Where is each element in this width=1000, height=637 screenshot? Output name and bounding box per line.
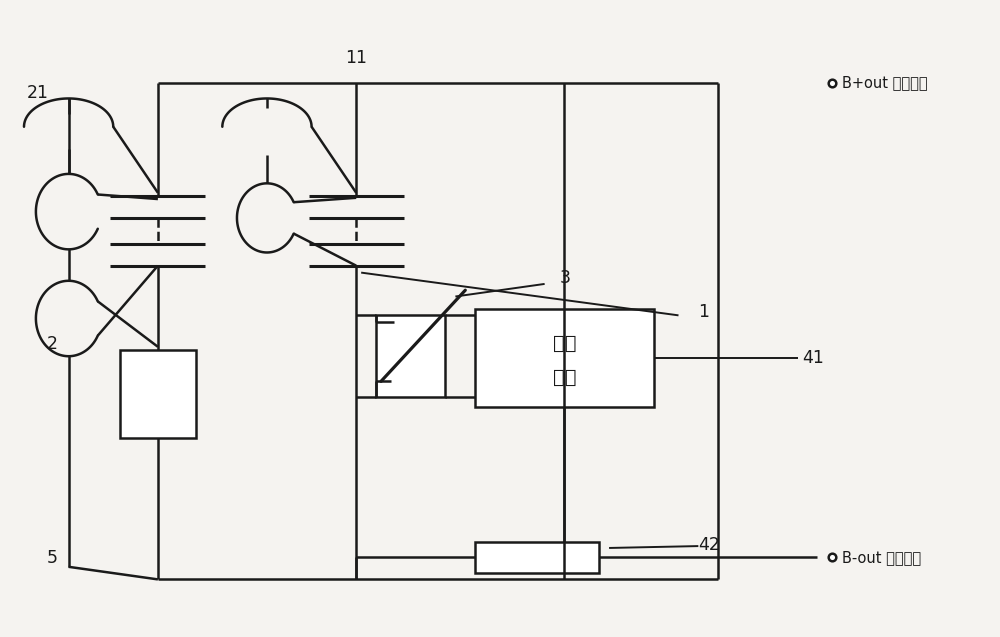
Text: 2: 2 bbox=[47, 334, 58, 353]
FancyBboxPatch shape bbox=[120, 350, 196, 438]
Text: B+out 充放电端: B+out 充放电端 bbox=[842, 75, 928, 90]
Text: 11: 11 bbox=[345, 49, 367, 67]
Text: 3: 3 bbox=[560, 269, 571, 287]
Text: 5: 5 bbox=[47, 549, 58, 567]
Text: 控制: 控制 bbox=[553, 334, 576, 353]
FancyBboxPatch shape bbox=[376, 315, 445, 397]
FancyBboxPatch shape bbox=[475, 541, 599, 573]
Text: 41: 41 bbox=[802, 349, 824, 367]
Text: 芯片: 芯片 bbox=[553, 368, 576, 387]
FancyBboxPatch shape bbox=[475, 309, 654, 406]
Text: 42: 42 bbox=[698, 536, 720, 554]
Text: B-out 充放电端: B-out 充放电端 bbox=[842, 550, 921, 565]
Text: 1: 1 bbox=[698, 303, 709, 321]
Text: 21: 21 bbox=[27, 83, 49, 102]
